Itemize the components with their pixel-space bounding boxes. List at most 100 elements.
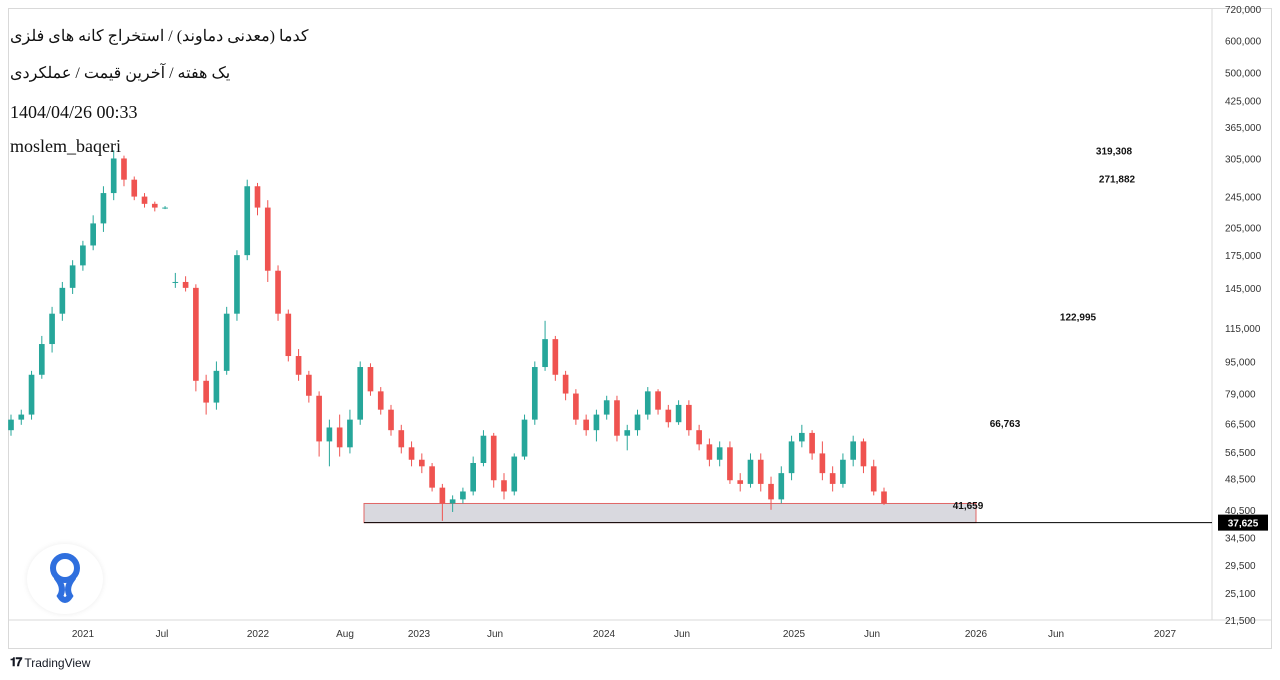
candle-body	[182, 281, 189, 288]
author-handle: moslem_baqeri	[10, 136, 121, 156]
candle-body	[162, 207, 168, 209]
candle-body	[716, 447, 723, 460]
y-tick-label: 720,000	[1225, 5, 1262, 16]
x-tick-label: Jun	[487, 629, 503, 640]
candle-body	[203, 380, 209, 403]
x-tick-label: 2024	[593, 629, 616, 640]
candle-body	[90, 223, 96, 246]
candle-body	[788, 441, 795, 474]
candle-body	[583, 419, 589, 431]
candle-body	[675, 404, 682, 423]
candle-body	[193, 287, 199, 381]
level-annotation: 122,995	[1060, 313, 1097, 324]
level-annotation: 66,763	[990, 419, 1021, 430]
candle-body	[59, 287, 66, 314]
candle-body	[408, 447, 415, 460]
candle-body	[490, 435, 497, 481]
candle-body	[121, 158, 127, 180]
y-tick-label: 425,000	[1225, 97, 1262, 108]
y-tick-label: 365,000	[1225, 123, 1262, 134]
y-tick-label: 79,000	[1225, 390, 1256, 401]
y-tick-label: 21,500	[1225, 616, 1256, 627]
candle-body	[223, 313, 230, 371]
candle-body	[367, 367, 374, 392]
candle-body	[511, 456, 518, 492]
candle-body	[840, 459, 846, 484]
y-tick-label: 29,500	[1225, 561, 1256, 572]
candle-body	[316, 395, 322, 442]
level-annotation: 271,882	[1099, 174, 1136, 185]
candle-body	[727, 447, 733, 481]
y-tick-label: 40,500	[1225, 506, 1256, 517]
chart-title: کدما (معدنی دماوند) / استخراج کانه های ف…	[10, 28, 309, 45]
candle-body	[244, 186, 251, 256]
candle-body	[110, 158, 117, 194]
y-tick-label: 56,500	[1225, 448, 1256, 459]
x-tick-label: 2021	[72, 629, 95, 640]
candle-body	[172, 281, 179, 283]
brand-name: TradingView	[24, 655, 91, 670]
candle-body	[696, 430, 702, 445]
last-price-label: 37,625	[1228, 519, 1259, 530]
candle-body	[501, 480, 507, 492]
x-tick-label: Jun	[674, 629, 690, 640]
candle-body	[264, 207, 271, 271]
candle-body	[573, 393, 579, 420]
x-tick-label: Aug	[336, 629, 354, 640]
x-tick-label: Jun	[864, 629, 880, 640]
candle-body	[38, 344, 45, 375]
x-tick-label: 2023	[408, 629, 431, 640]
x-tick-label: 2025	[783, 629, 806, 640]
candle-body	[275, 270, 281, 314]
candle-body	[819, 453, 826, 474]
candle-body	[768, 483, 774, 500]
candle-body	[418, 459, 425, 467]
y-tick-label: 48,500	[1225, 474, 1256, 485]
y-tick-label: 115,000	[1225, 324, 1261, 335]
x-tick-label: Jun	[1048, 629, 1064, 640]
candle-body	[254, 186, 261, 208]
last-price-tag	[1218, 514, 1268, 531]
candle-body	[141, 196, 148, 204]
support-zone	[363, 502, 977, 524]
candle-body	[234, 255, 240, 314]
tradingview-brand[interactable]: 𝟏𝟕 TradingView	[10, 655, 90, 670]
candle-body	[562, 374, 569, 394]
candle-body	[686, 404, 692, 431]
chart-frame	[8, 8, 1272, 649]
x-tick-label: 2022	[247, 629, 270, 640]
candle-body	[603, 400, 610, 415]
y-tick-label: 95,000	[1225, 357, 1256, 368]
candle-body	[326, 427, 333, 442]
candle-body	[306, 374, 312, 396]
candle-body	[69, 265, 76, 288]
candle-body	[706, 444, 713, 460]
candle-body	[809, 432, 815, 454]
level-annotation: 41,659	[953, 501, 984, 512]
candle-body	[131, 179, 138, 197]
candle-body	[860, 441, 867, 467]
candle-body	[829, 473, 836, 484]
candle-body	[624, 430, 631, 436]
y-tick-label: 500,000	[1225, 68, 1262, 79]
candle-body	[439, 487, 446, 504]
candle-body	[460, 491, 466, 500]
candle-body	[295, 356, 302, 375]
y-tick-label: 25,100	[1225, 589, 1256, 600]
y-tick-label: 600,000	[1225, 37, 1262, 48]
candle-body	[377, 391, 384, 410]
chart-subtitle: یک هفته / آخرین قیمت / عملکردی	[10, 65, 231, 82]
candle-body	[470, 462, 477, 492]
candle-body	[634, 414, 641, 431]
candle-body	[8, 419, 14, 431]
candle-body	[480, 435, 487, 463]
candle-body	[28, 374, 35, 415]
candle-body	[665, 409, 672, 423]
candle-body	[100, 193, 107, 224]
x-tick-label: 2026	[965, 629, 988, 640]
candle-body	[388, 409, 394, 431]
candle-body	[881, 491, 887, 504]
y-tick-label: 175,000	[1225, 251, 1262, 262]
y-tick-label: 205,000	[1225, 224, 1262, 235]
